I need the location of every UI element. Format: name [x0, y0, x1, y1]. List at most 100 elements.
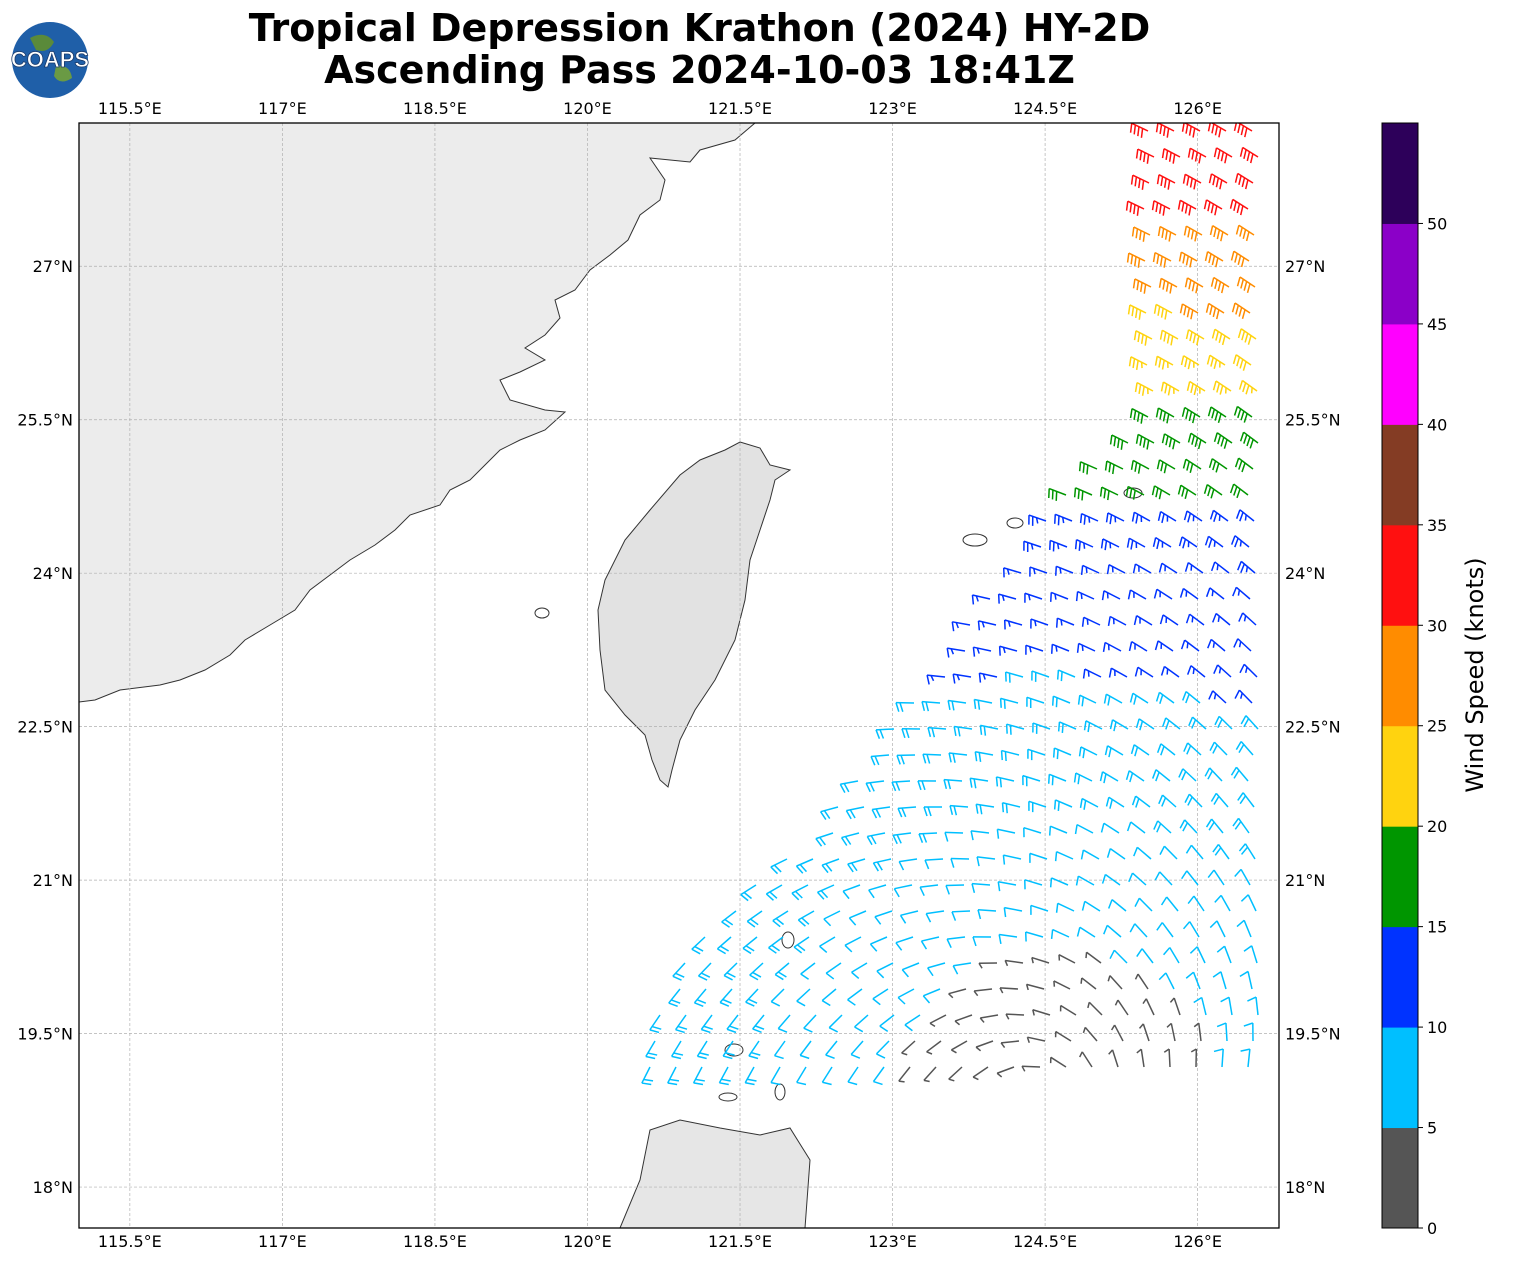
wind-barb	[869, 936, 888, 952]
wind-barb	[1000, 1040, 1020, 1048]
wind-barb	[898, 858, 918, 871]
wind-barb	[726, 1014, 739, 1034]
wind-barb	[1233, 405, 1253, 423]
wind-barb	[1101, 873, 1121, 886]
wind-barb	[925, 910, 945, 923]
wind-barb	[969, 777, 989, 789]
wind-barb	[999, 697, 1019, 709]
wind-barb	[1181, 690, 1201, 704]
wind-barb	[1182, 458, 1202, 473]
wind-barb	[718, 1066, 731, 1086]
wind-barb	[1237, 560, 1256, 574]
wind-barb	[796, 988, 811, 1007]
wind-barb	[819, 806, 839, 821]
lat-label-right: 21°N	[1285, 871, 1325, 890]
wind-barb	[1158, 972, 1175, 990]
wind-barb	[691, 936, 706, 955]
wind-barb	[975, 803, 995, 815]
wind-barb	[1085, 951, 1102, 964]
wind-barb	[1003, 906, 1023, 918]
colorbar-tick-label: 40	[1427, 415, 1447, 434]
wind-barb	[1239, 431, 1259, 449]
wind-barb	[1053, 513, 1073, 526]
colorbar-label: Wind Speed (knots)	[1461, 557, 1489, 793]
wind-barb	[674, 1014, 688, 1034]
wind-barb	[1109, 949, 1128, 964]
wind-barb	[1106, 564, 1126, 575]
wind-barb	[1134, 381, 1154, 396]
wind-barb	[765, 884, 783, 901]
wind-barb	[1212, 612, 1231, 626]
colorbar-bin	[1382, 1027, 1418, 1129]
wind-barb	[1125, 485, 1145, 500]
wind-barb	[1103, 924, 1122, 938]
wind-barb	[1000, 749, 1020, 762]
wind-barb	[1204, 251, 1224, 268]
lon-label-top: 121.5°E	[708, 99, 772, 118]
wind-barb	[952, 673, 972, 684]
wind-barb	[946, 936, 966, 949]
wind-barb	[1056, 669, 1076, 682]
wind-barb	[954, 1014, 973, 1026]
wind-barb	[641, 1066, 654, 1086]
wind-barb	[874, 910, 893, 925]
wind-barb	[1209, 509, 1229, 522]
lon-label-bottom: 126°E	[1173, 1232, 1222, 1251]
wind-barb	[1030, 904, 1049, 915]
wind-barb	[1127, 304, 1147, 320]
wind-barb	[1074, 539, 1094, 551]
wind-barb	[696, 1040, 709, 1060]
wind-barb	[1073, 772, 1093, 785]
wind-barb	[770, 988, 785, 1007]
wind-barb	[1163, 947, 1180, 964]
colorbar-bin	[1382, 1127, 1418, 1229]
wind-barb	[1243, 945, 1258, 964]
wind-barb	[871, 806, 891, 819]
wind-barb	[920, 936, 940, 950]
wind-barb	[722, 1040, 735, 1060]
wind-barb	[1240, 715, 1259, 730]
wind-barb	[1021, 1065, 1041, 1072]
wind-barb	[1078, 461, 1098, 475]
wind-barb	[895, 701, 915, 713]
wind-barb	[1026, 696, 1045, 709]
wind-barb	[975, 1040, 994, 1052]
wind-barb	[1153, 820, 1172, 834]
wind-barb	[1131, 795, 1151, 808]
wind-barb	[770, 858, 788, 875]
wind-barb	[752, 1014, 765, 1034]
wind-barb	[1238, 843, 1256, 860]
lat-label-right: 25.5°N	[1285, 411, 1341, 430]
wind-barb	[854, 1014, 869, 1033]
wind-barb	[1214, 715, 1233, 730]
wind-barb	[1211, 328, 1231, 346]
wind-barb	[847, 988, 863, 1006]
wind-barb	[998, 933, 1018, 944]
island	[1123, 487, 1143, 499]
wind-barb	[1208, 173, 1228, 190]
wind-barb	[1155, 123, 1175, 138]
wind-barb	[1232, 586, 1251, 600]
title-line-2: Ascending Pass 2024-10-03 18:41Z	[324, 48, 1075, 92]
wind-barb	[1107, 975, 1123, 990]
colorbar-tick-label: 0	[1427, 1219, 1437, 1238]
wind-barb	[850, 1040, 864, 1059]
wind-barb	[1193, 996, 1207, 1016]
wind-barb	[1153, 303, 1173, 320]
wind-barb	[1079, 1051, 1093, 1068]
wind-barb	[1025, 644, 1044, 655]
wind-barb	[1179, 819, 1198, 834]
wind-barb	[772, 910, 789, 928]
wind-barb	[1129, 407, 1149, 424]
wind-barb	[1131, 226, 1151, 242]
wind-barb	[1107, 615, 1127, 626]
wind-barb	[1075, 875, 1095, 886]
wind-barb	[1238, 612, 1257, 626]
wind-barb	[897, 806, 917, 818]
wind-barb	[1177, 199, 1197, 216]
colorbar-bin	[1382, 625, 1418, 727]
wind-barb	[1234, 172, 1254, 190]
wind-barb	[868, 884, 887, 899]
wind-barb	[1209, 920, 1226, 938]
wind-barb	[1047, 773, 1067, 786]
